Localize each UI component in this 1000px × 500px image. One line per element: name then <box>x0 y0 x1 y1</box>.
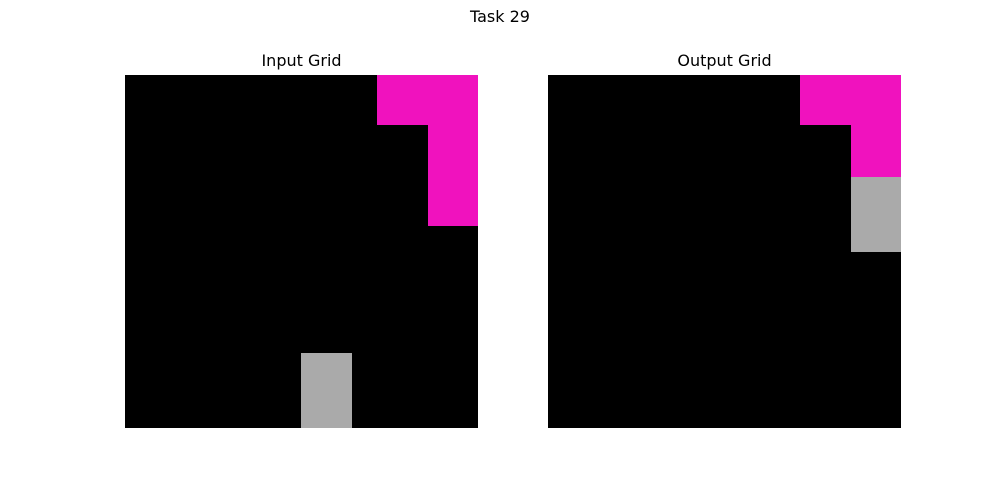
input-grid-cell <box>125 377 176 428</box>
output-grid-cell <box>598 125 649 176</box>
input-grid-cell <box>326 276 378 328</box>
output-grid-cell <box>648 75 700 126</box>
input-grid-cell <box>175 125 226 176</box>
output-grid-cell <box>699 377 750 428</box>
input-grid-cell <box>225 327 277 378</box>
input-grid-cell <box>125 75 176 126</box>
input-grid-cell <box>175 327 226 378</box>
output-grid-cell <box>749 377 801 428</box>
input-grid-cell <box>225 226 277 277</box>
output-grid-cell <box>648 276 700 328</box>
output-grid-cell <box>749 276 801 328</box>
input-grid-cell <box>225 276 277 328</box>
output-grid-cell <box>850 327 901 378</box>
output-grid <box>548 75 901 428</box>
output-grid-cell <box>800 377 851 428</box>
input-grid-cell <box>276 226 327 277</box>
input-grid-cell <box>225 125 277 176</box>
output-grid-cell <box>648 327 700 378</box>
output-grid-cell <box>699 175 750 227</box>
input-grid-cell <box>427 175 478 227</box>
input-grid-cell <box>377 226 428 277</box>
output-grid-cell <box>648 226 700 277</box>
output-grid-cell <box>699 75 750 126</box>
input-grid-cell <box>175 226 226 277</box>
output-grid-cell <box>598 327 649 378</box>
output-grid-cell <box>548 327 599 378</box>
input-grid-cell <box>377 327 428 378</box>
output-grid-cell <box>598 75 649 126</box>
input-grid-cell <box>326 125 378 176</box>
input-grid-cell <box>377 125 428 176</box>
output-grid-cell <box>598 276 649 328</box>
input-grid-cell <box>175 75 226 126</box>
output-grid-cell <box>749 75 801 126</box>
input-grid-cell <box>377 175 428 227</box>
input-grid-cell <box>377 276 428 328</box>
input-grid-cell <box>377 377 428 428</box>
output-grid-cell <box>548 276 599 328</box>
input-grid-cell <box>276 75 327 126</box>
output-grid-cell <box>800 175 851 227</box>
output-grid-cell <box>800 327 851 378</box>
input-grid-cell <box>427 377 478 428</box>
input-grid-cell <box>326 226 378 277</box>
input-grid-cell <box>125 175 176 227</box>
output-grid-cell <box>648 377 700 428</box>
input-grid-cell <box>225 377 277 428</box>
input-grid-cell <box>125 125 176 176</box>
output-grid-cell <box>548 175 599 227</box>
input-grid-cell <box>276 125 327 176</box>
input-gray-block <box>301 353 352 428</box>
input-grid-cell <box>175 377 226 428</box>
figure-title: Task 29 <box>470 7 530 26</box>
output-grid-cell <box>699 276 750 328</box>
output-grid-cell <box>749 226 801 277</box>
output-grid-cell <box>548 226 599 277</box>
output-grid-cell <box>850 125 901 176</box>
output-grid-cell <box>850 75 901 126</box>
input-grid-cell <box>225 175 277 227</box>
output-gray-block <box>851 177 901 252</box>
output-grid-cell <box>749 175 801 227</box>
output-grid-cell <box>749 327 801 378</box>
output-grid-cell <box>548 377 599 428</box>
input-grid <box>125 75 478 428</box>
output-grid-cell <box>800 125 851 176</box>
input-grid-cell <box>125 226 176 277</box>
input-grid-cell <box>125 276 176 328</box>
output-grid-cell <box>598 175 649 227</box>
input-grid-cell <box>175 276 226 328</box>
output-grid-cell <box>548 125 599 176</box>
output-grid-cell <box>850 276 901 328</box>
input-grid-cell <box>427 226 478 277</box>
input-grid-cell <box>427 75 478 126</box>
input-grid-cell <box>276 175 327 227</box>
input-grid-cell <box>427 276 478 328</box>
output-grid-cell <box>800 226 851 277</box>
output-grid-cell <box>598 226 649 277</box>
input-grid-cell <box>125 327 176 378</box>
input-grid-cell <box>276 276 327 328</box>
input-grid-title: Input Grid <box>261 51 342 70</box>
output-grid-cell <box>699 226 750 277</box>
output-grid-cell <box>598 377 649 428</box>
output-grid-cell <box>699 125 750 176</box>
input-grid-cell <box>427 125 478 176</box>
output-grid-cell <box>699 327 750 378</box>
output-grid-cell <box>749 125 801 176</box>
output-grid-title: Output Grid <box>677 51 772 70</box>
input-grid-cell <box>225 75 277 126</box>
input-grid-cell <box>326 175 378 227</box>
input-grid-cell <box>377 75 428 126</box>
output-grid-cell <box>850 377 901 428</box>
output-grid-cell <box>800 276 851 328</box>
input-grid-cell <box>175 175 226 227</box>
output-grid-cell <box>548 75 599 126</box>
input-grid-cell <box>427 327 478 378</box>
output-grid-cell <box>800 75 851 126</box>
output-grid-cell <box>648 175 700 227</box>
input-grid-cell <box>326 75 378 126</box>
output-grid-cell <box>648 125 700 176</box>
